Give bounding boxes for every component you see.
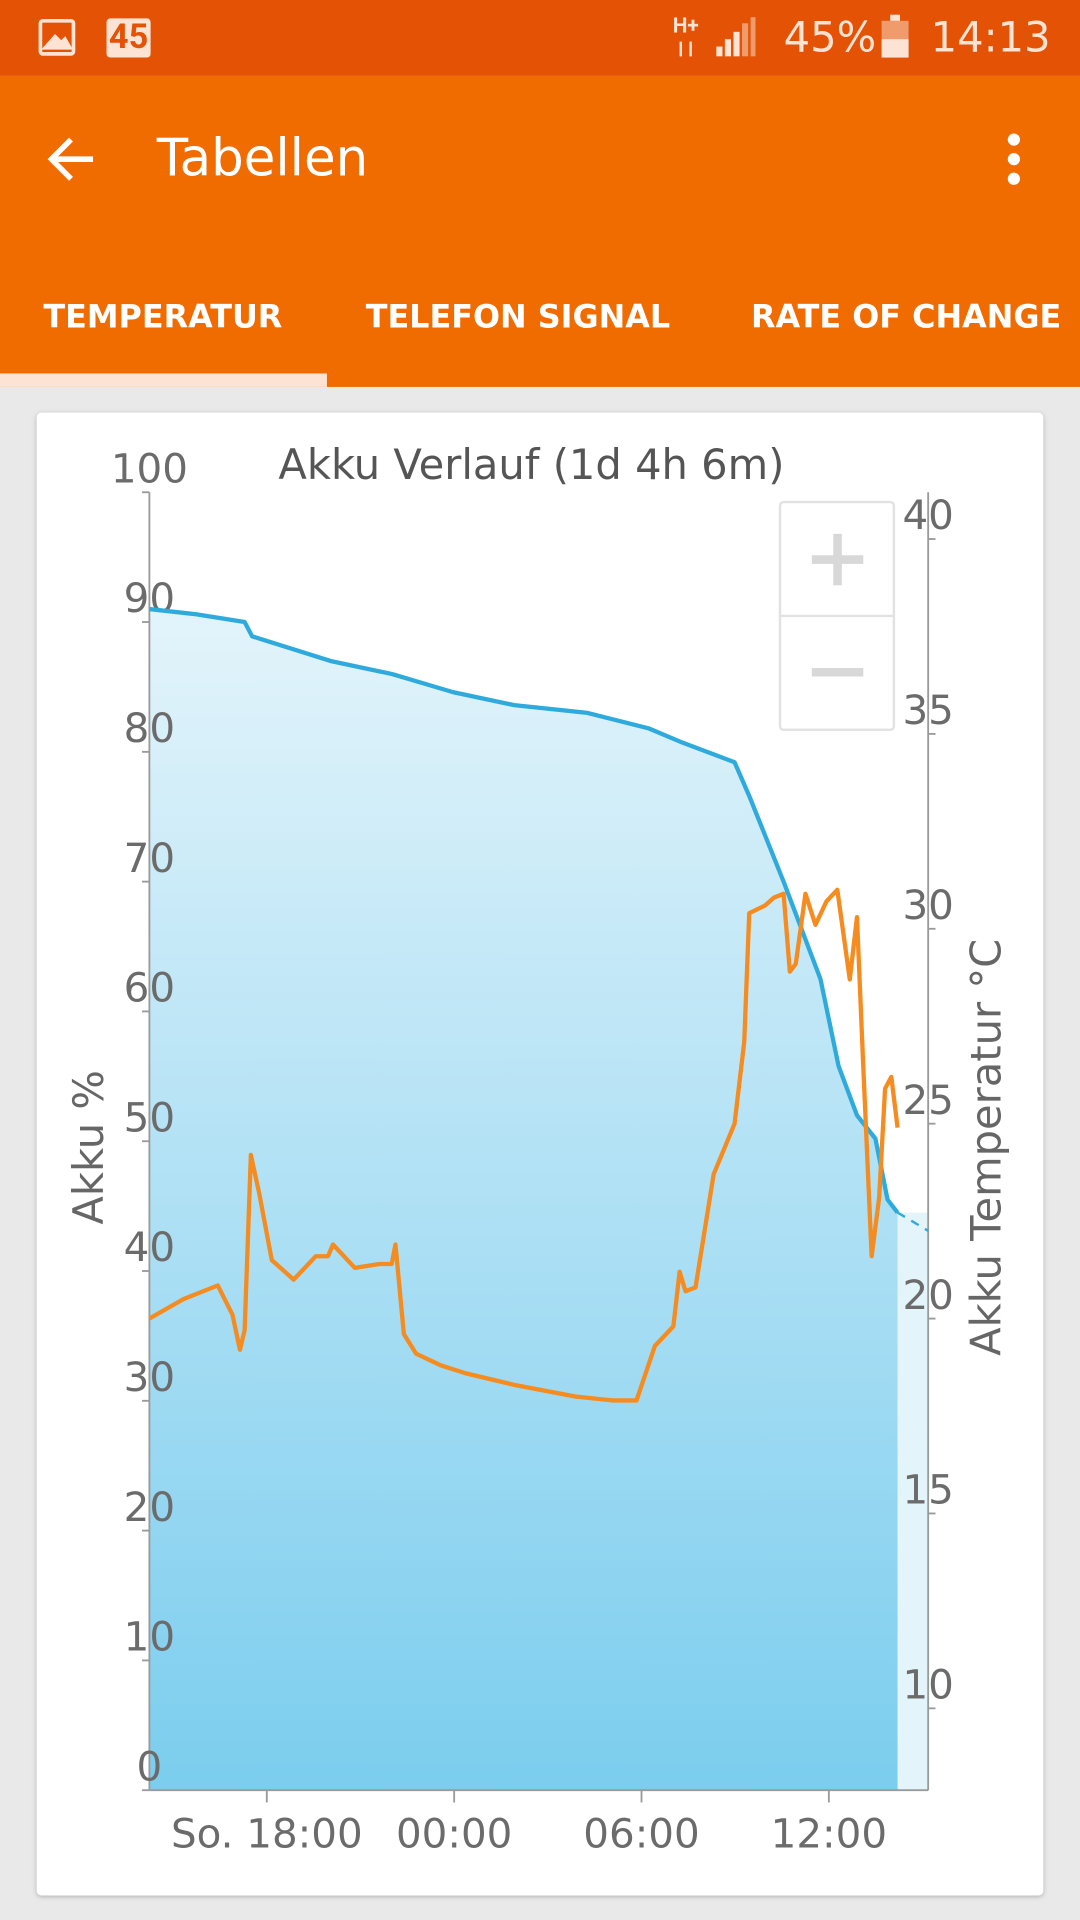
app-title: Tabellen bbox=[156, 129, 368, 189]
gallery-icon bbox=[38, 18, 76, 56]
y-tick-label: 90 bbox=[124, 574, 175, 622]
y-tick-label: 40 bbox=[124, 1223, 175, 1271]
tab[interactable]: TEMPERATUR bbox=[43, 297, 282, 335]
y2-axis-label: Akku Temperatur °C bbox=[961, 939, 1010, 1356]
y-axis-label: Akku % bbox=[64, 1070, 113, 1225]
badge-box bbox=[106, 18, 151, 58]
chart-title: Akku Verlauf (1d 4h 6m) bbox=[278, 440, 784, 489]
temperature-line bbox=[148, 887, 900, 1403]
signal-icon bbox=[716, 17, 756, 57]
tab[interactable]: TELEFON SIGNAL bbox=[366, 297, 670, 335]
y-tick-label: 10 bbox=[124, 1613, 175, 1661]
y-tick-label: 30 bbox=[124, 1353, 175, 1401]
y2-tick-label: 20 bbox=[902, 1271, 953, 1319]
chart: Akku Verlauf (1d 4h 6m) Akku % Akku Temp… bbox=[64, 440, 1011, 1858]
badge-text: 45 bbox=[109, 17, 148, 57]
overflow-menu[interactable] bbox=[1007, 133, 1020, 185]
y-tick-label: 0 bbox=[137, 1742, 163, 1790]
y2-tick-label: 10 bbox=[902, 1661, 953, 1709]
y-tick-label: 50 bbox=[124, 1093, 175, 1141]
y-tick-label: 60 bbox=[124, 964, 175, 1012]
y2-tick-label: 40 bbox=[902, 491, 953, 539]
battery-area bbox=[149, 609, 898, 1791]
y-tick-label: 20 bbox=[124, 1483, 175, 1531]
zoom-in[interactable] bbox=[811, 533, 864, 586]
clock: 14:13 bbox=[931, 12, 1051, 61]
app-bar bbox=[0, 75, 1080, 387]
x-tick-label: 12:00 bbox=[771, 1810, 887, 1858]
y-tick-label: 100 bbox=[111, 444, 188, 492]
back-button[interactable] bbox=[47, 137, 94, 181]
x-tick-label: 00:00 bbox=[396, 1810, 512, 1858]
battery-icon bbox=[881, 14, 909, 58]
battery-percent: 45% bbox=[784, 12, 877, 61]
battery-line bbox=[149, 606, 900, 1214]
tab-indicator bbox=[0, 373, 327, 387]
x-tick-label: So. 18:00 bbox=[171, 1810, 363, 1858]
y-tick-label: 70 bbox=[124, 834, 175, 882]
projection-region bbox=[897, 1212, 929, 1791]
status-bar bbox=[0, 0, 1080, 76]
network-arrows bbox=[679, 41, 692, 57]
battery-line bbox=[896, 1211, 929, 1232]
network-type: H+ bbox=[673, 14, 699, 38]
y2-tick-label: 15 bbox=[902, 1466, 953, 1514]
y2-tick-label: 25 bbox=[902, 1076, 953, 1124]
y-tick-label: 80 bbox=[124, 704, 175, 752]
tab[interactable]: RATE OF CHANGE bbox=[751, 297, 1061, 335]
zoom-controls bbox=[778, 500, 896, 732]
y2-tick-label: 30 bbox=[902, 881, 953, 929]
y2-tick-label: 35 bbox=[902, 686, 953, 734]
x-tick-label: 06:00 bbox=[583, 1810, 699, 1858]
